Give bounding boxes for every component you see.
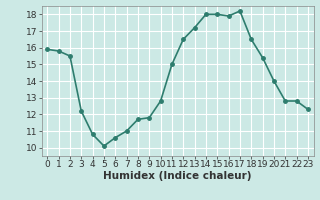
X-axis label: Humidex (Indice chaleur): Humidex (Indice chaleur)	[103, 171, 252, 181]
